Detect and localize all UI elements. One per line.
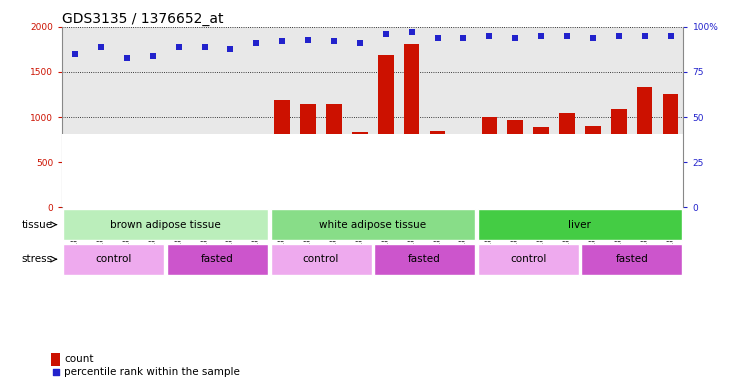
Bar	[404, 44, 420, 207]
Point	[224, 45, 236, 51]
Bar	[326, 104, 342, 207]
Point	[613, 33, 624, 39]
Bar	[270, 209, 475, 240]
Bar	[378, 55, 393, 207]
Point	[639, 33, 651, 39]
Bar	[477, 209, 682, 240]
Bar	[507, 120, 523, 207]
Bar	[663, 94, 678, 207]
Text: control: control	[96, 254, 132, 264]
Bar	[51, 353, 60, 366]
Text: control: control	[510, 254, 546, 264]
Text: white adipose tissue: white adipose tissue	[319, 220, 426, 230]
Text: control: control	[303, 254, 339, 264]
Bar	[430, 131, 445, 207]
Text: brown adipose tissue: brown adipose tissue	[110, 220, 221, 230]
Point	[458, 35, 469, 41]
Point	[147, 53, 159, 59]
Bar	[145, 173, 161, 207]
Bar	[197, 169, 212, 207]
Bar	[94, 172, 109, 207]
Text: tissue: tissue	[22, 220, 53, 230]
Text: liver: liver	[569, 220, 591, 230]
Point	[354, 40, 366, 46]
Point	[561, 33, 573, 39]
Bar	[482, 117, 497, 207]
Point	[380, 31, 392, 37]
Text: fasted: fasted	[408, 254, 441, 264]
Point	[510, 35, 521, 41]
Text: GDS3135 / 1376652_at: GDS3135 / 1376652_at	[62, 12, 224, 26]
Bar	[637, 87, 652, 207]
Bar	[171, 177, 186, 207]
Point	[276, 38, 288, 45]
Bar	[455, 163, 471, 207]
Point	[173, 44, 184, 50]
Point	[535, 33, 547, 39]
Bar	[374, 244, 475, 275]
Point	[587, 35, 599, 41]
Point	[95, 44, 107, 50]
Text: count: count	[64, 354, 94, 364]
Bar	[611, 109, 626, 207]
Point	[199, 44, 211, 50]
Bar	[352, 132, 368, 207]
Bar	[223, 176, 238, 207]
Point	[328, 38, 340, 45]
Text: stress: stress	[22, 254, 53, 264]
Point	[50, 369, 61, 376]
Text: fasted: fasted	[201, 254, 234, 264]
Point	[432, 35, 444, 41]
Bar	[559, 113, 575, 207]
Bar	[274, 99, 290, 207]
Point	[483, 33, 495, 39]
Bar	[67, 182, 83, 207]
Text: percentile rank within the sample: percentile rank within the sample	[64, 367, 240, 377]
Point	[69, 51, 81, 57]
Point	[664, 33, 676, 39]
Bar	[477, 244, 579, 275]
Bar	[64, 244, 164, 275]
Text: fasted: fasted	[616, 254, 648, 264]
Point	[251, 40, 262, 46]
Bar	[300, 104, 316, 207]
Bar	[249, 163, 264, 207]
Bar	[534, 127, 549, 207]
Point	[121, 55, 133, 61]
Bar	[167, 244, 268, 275]
Bar	[581, 244, 682, 275]
Point	[302, 36, 314, 43]
Point	[406, 29, 417, 35]
Bar	[270, 244, 371, 275]
Bar	[64, 209, 268, 240]
Bar	[119, 194, 135, 207]
Bar	[585, 126, 601, 207]
